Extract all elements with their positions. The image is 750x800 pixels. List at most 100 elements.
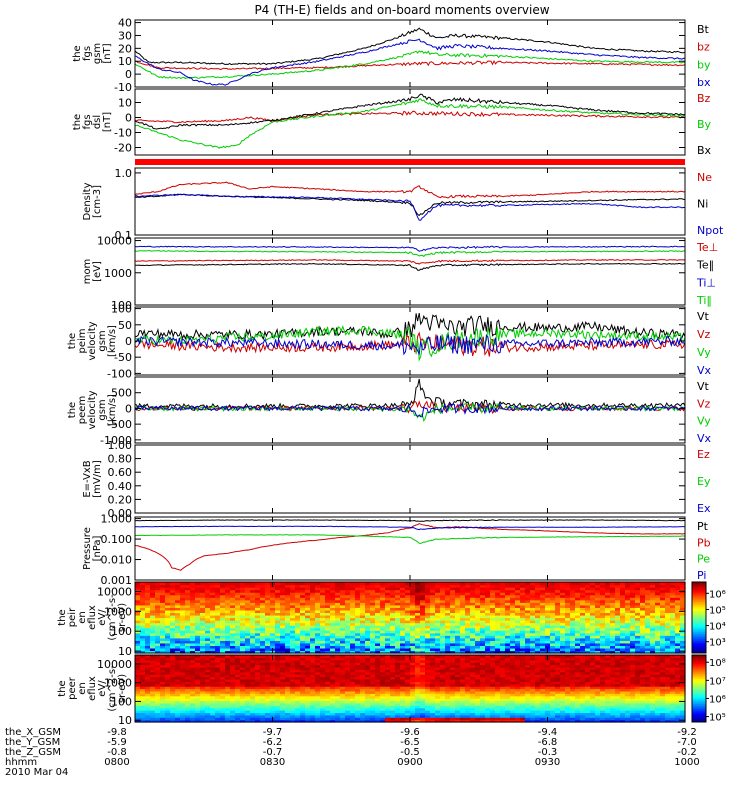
spectrogram-cell	[500, 632, 506, 636]
spectrogram-cell	[655, 640, 661, 644]
spectrogram-cell	[560, 632, 566, 636]
spectrogram-cell	[255, 630, 261, 634]
spectrogram-cell	[340, 683, 346, 687]
spectrogram-cell	[430, 635, 436, 639]
spectrogram-cell	[395, 625, 401, 629]
spectrogram-cell	[305, 612, 311, 616]
spectrogram-cell	[325, 609, 331, 614]
spectrogram-cell	[165, 707, 171, 711]
spectrogram-cell	[475, 632, 481, 636]
spectrogram-cell	[430, 599, 436, 603]
spectrogram-cell	[230, 632, 236, 636]
spectrogram-cell	[140, 622, 146, 626]
spectrogram-cell	[365, 662, 371, 666]
spectrogram-cell	[215, 659, 221, 663]
spectrogram-cell	[235, 695, 241, 699]
spectrogram-cell	[170, 642, 176, 646]
spectrogram-cell	[330, 690, 336, 694]
spectrogram-cell	[595, 609, 601, 614]
spectrogram-cell	[380, 705, 386, 709]
spectrogram-cell	[295, 655, 301, 658]
spectrogram-cell	[580, 625, 586, 629]
spectrogram-cell	[460, 587, 466, 591]
spectrogram-cell	[410, 614, 416, 619]
spectrogram-cell	[375, 664, 381, 668]
spectrogram-cell	[250, 657, 256, 661]
spectrogram-cell	[180, 637, 186, 641]
spectrogram-cell	[320, 602, 326, 606]
spectrogram-cell	[185, 622, 191, 626]
spectrogram-cell	[640, 597, 646, 601]
spectrogram-cell	[225, 645, 231, 649]
spectrogram-cell	[425, 599, 431, 603]
spectrogram-cell	[275, 640, 281, 644]
spectrogram-cell	[330, 609, 336, 614]
spectrogram-cell	[640, 640, 646, 644]
spectrogram-cell	[460, 614, 466, 619]
spectrogram-cell	[495, 582, 501, 586]
spectrogram-cell	[225, 669, 231, 673]
spectrogram-cell	[580, 637, 586, 641]
spectrogram-cell	[430, 587, 436, 591]
y-tick-label: 0	[125, 68, 132, 81]
spectrogram-cell	[190, 635, 196, 639]
y-axis-label-density: Density [cm-3]	[82, 182, 103, 220]
spectrogram-cell	[255, 690, 261, 694]
spectrogram-cell	[160, 710, 166, 714]
spectrogram-cell	[545, 625, 551, 629]
spectrogram-cell	[310, 669, 316, 673]
spectrogram-cell	[330, 599, 336, 603]
spectrogram-cell	[675, 620, 681, 624]
spectrogram-cell	[235, 712, 241, 716]
spectrogram-cell	[175, 645, 181, 649]
spectrogram-cell	[140, 614, 146, 619]
spectrogram-cell	[240, 674, 246, 678]
spectrogram-cell	[285, 702, 291, 706]
spectrogram-cell	[470, 635, 476, 639]
spectrogram-cell	[550, 622, 556, 626]
spectrogram-cell	[255, 676, 261, 680]
spectrogram-cell	[635, 630, 641, 634]
spectrogram-cell	[450, 637, 456, 641]
spectrogram-cell	[465, 627, 471, 631]
spectrogram-cell	[185, 690, 191, 694]
spectrogram-cell	[440, 609, 446, 614]
spectrogram-cell	[675, 594, 681, 598]
spectrogram-cell	[660, 650, 666, 654]
spectrogram-cell	[505, 594, 511, 598]
spectrogram-cell	[620, 582, 626, 586]
spectrogram-cell	[310, 719, 316, 723]
spectrogram-cell	[165, 582, 171, 586]
spectrogram-cell	[255, 666, 261, 670]
spectrogram-cell	[415, 620, 421, 624]
spectrogram-cell	[405, 669, 411, 673]
spectrogram-cell	[490, 647, 496, 652]
spectrogram-cell	[315, 650, 321, 654]
spectrogram-cell	[290, 612, 296, 616]
spectrogram-cell	[290, 698, 296, 702]
spectrogram-cell	[175, 594, 181, 598]
spectrogram-cell	[155, 582, 161, 586]
spectrogram-cell	[350, 657, 356, 661]
spectrogram-cell	[650, 632, 656, 636]
y-axis-label-line: the	[72, 114, 83, 130]
spectrogram-cell	[195, 627, 201, 631]
spectrogram-cell	[530, 635, 536, 639]
spectrogram-cell	[260, 592, 266, 596]
spectrogram-cell	[305, 632, 311, 636]
spectrogram-cell	[415, 647, 421, 652]
spectrogram-cell	[215, 582, 221, 586]
spectrogram-cell	[395, 659, 401, 663]
spectrogram-cell	[670, 612, 676, 616]
spectrogram-cell	[665, 642, 671, 646]
spectrogram-cell	[175, 702, 181, 706]
spectrogram-cell	[185, 602, 191, 606]
spectrogram-cell	[505, 604, 511, 608]
spectrogram-cell	[195, 617, 201, 621]
spectrogram-cell	[525, 584, 531, 588]
spectrogram-cell	[545, 612, 551, 616]
spectrogram-cell	[230, 627, 236, 631]
spectrogram-cell	[465, 604, 471, 608]
spectrogram-cell	[220, 659, 226, 663]
spectrogram-cell	[590, 620, 596, 624]
